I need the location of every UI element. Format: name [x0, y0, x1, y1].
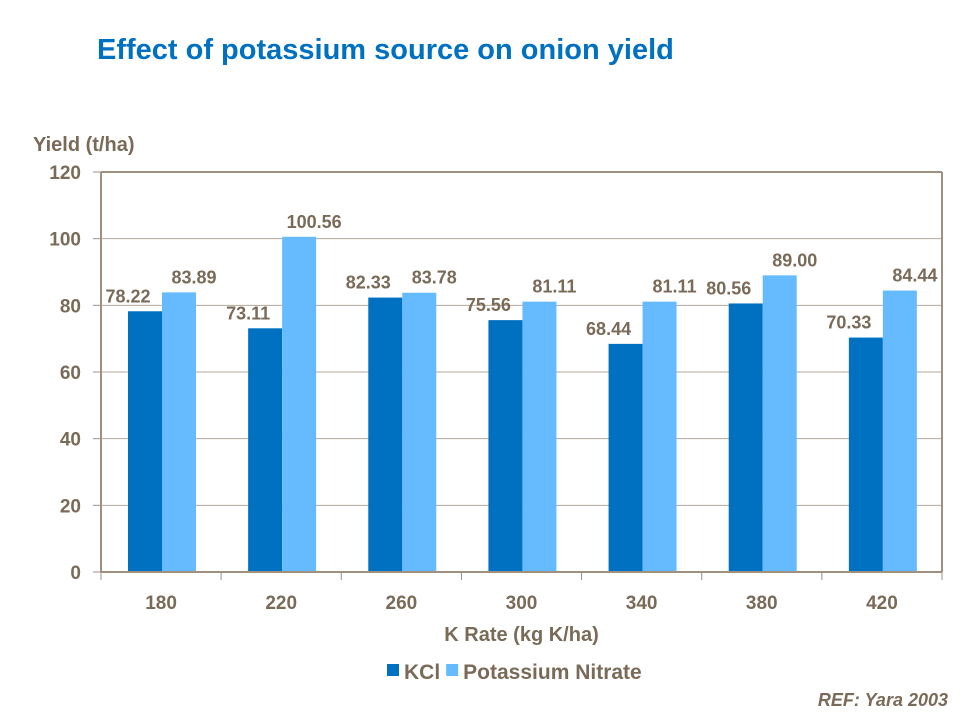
- legend-label: KCl: [404, 661, 440, 684]
- chart-title: Effect of potassium source on onion yiel…: [97, 34, 674, 66]
- bar-potassium-nitrate: [522, 301, 557, 572]
- bar-potassium-nitrate: [162, 292, 196, 572]
- data-label: 84.44: [892, 266, 937, 286]
- y-tick-label: 100: [49, 230, 81, 251]
- y-tick-label: 0: [70, 563, 81, 584]
- bar-kcl: [248, 328, 283, 572]
- bar-kcl: [488, 320, 523, 572]
- data-label: 75.56: [466, 295, 511, 315]
- bar-potassium-nitrate: [282, 236, 317, 573]
- x-tick-label: 340: [626, 593, 658, 614]
- legend-swatch: [387, 664, 399, 676]
- legend-label: Potassium Nitrate: [463, 661, 642, 684]
- legend-swatch: [446, 664, 459, 676]
- data-label: 70.33: [826, 313, 871, 333]
- data-label: 73.11: [226, 303, 270, 323]
- data-label: 83.89: [171, 267, 216, 287]
- y-tick-label: 120: [49, 163, 81, 184]
- x-tick-label: 220: [265, 593, 297, 614]
- data-label: 78.22: [105, 286, 150, 306]
- x-tick-label: 300: [506, 593, 538, 614]
- data-label: 89.00: [772, 250, 817, 270]
- x-tick-label: 420: [866, 593, 898, 614]
- data-label: 81.11: [653, 277, 697, 297]
- data-label: 100.56: [287, 212, 342, 232]
- x-tick-label: 180: [145, 593, 177, 614]
- x-axis-label: K Rate (kg K/ha): [444, 624, 598, 646]
- bar-kcl: [128, 311, 162, 572]
- x-tick-label: 260: [386, 593, 418, 614]
- y-tick-label: 60: [60, 363, 81, 384]
- data-label: 80.56: [706, 278, 751, 298]
- bar-kcl: [728, 303, 763, 572]
- bar-potassium-nitrate: [402, 292, 437, 572]
- bar-potassium-nitrate: [882, 290, 917, 572]
- y-tick-label: 80: [60, 296, 81, 317]
- data-label: 82.33: [346, 273, 391, 293]
- y-axis-label: Yield (t/ha): [33, 134, 134, 156]
- data-label: 68.44: [586, 319, 631, 339]
- bar-kcl: [608, 343, 643, 572]
- bar-potassium-nitrate: [762, 275, 797, 572]
- bar-kcl: [368, 297, 403, 572]
- x-tick-label: 380: [746, 593, 778, 614]
- reference-note: REF: Yara 2003: [817, 690, 948, 710]
- y-tick-label: 20: [60, 496, 81, 517]
- data-label: 81.11: [532, 277, 576, 297]
- bar-kcl: [848, 337, 883, 572]
- bar-potassium-nitrate: [642, 301, 677, 572]
- y-tick-label: 40: [60, 430, 81, 451]
- data-label: 83.78: [412, 268, 457, 288]
